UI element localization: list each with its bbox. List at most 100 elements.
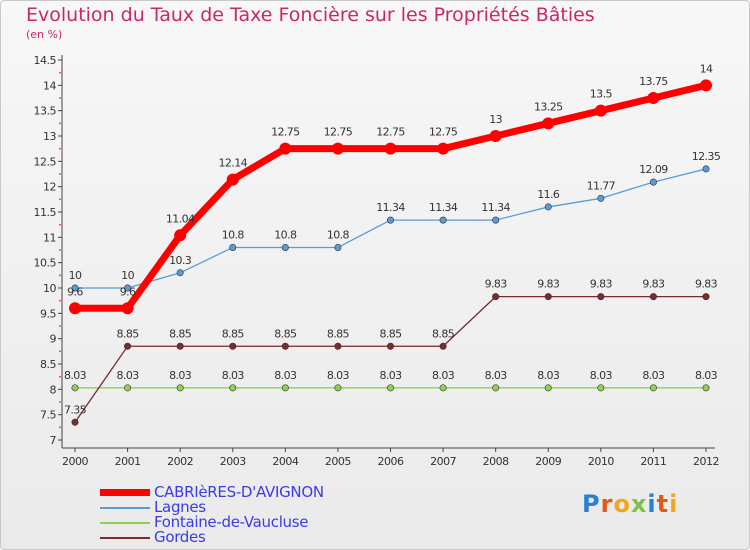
data-label: 13.25 [534, 100, 563, 113]
data-label: 10 [121, 269, 134, 282]
data-point [544, 203, 552, 211]
x-tick-label: 2004 [272, 455, 298, 468]
y-tick-label: 8.5 [40, 358, 56, 371]
legend-label-cabrieres: CABRIèRES-D'AVIGNON [154, 483, 324, 501]
y-tick-label: 9.5 [40, 307, 56, 320]
data-point [229, 342, 237, 350]
data-label: 10.8 [274, 228, 297, 241]
data-label: 8.85 [169, 327, 192, 340]
data-point [281, 384, 289, 392]
data-point [489, 130, 502, 142]
data-point [71, 418, 79, 426]
y-tick-label: 11 [43, 231, 56, 244]
y-minor-mark [59, 223, 61, 226]
x-tick-label: 2003 [220, 455, 246, 468]
y-tick-label: 13 [43, 130, 56, 143]
data-point [702, 384, 710, 392]
y-minor-mark [59, 350, 61, 353]
y-minor-mark [59, 325, 61, 327]
data-point [226, 173, 239, 186]
data-point [386, 216, 394, 224]
data-point [279, 142, 292, 155]
data-label: 8.03 [590, 369, 613, 382]
data-point [649, 178, 657, 186]
x-tick-label: 2002 [167, 455, 193, 468]
data-point [492, 293, 500, 301]
data-point [174, 229, 187, 242]
logo-letter: P [582, 490, 601, 518]
data-point [386, 342, 394, 350]
data-label: 12.35 [692, 150, 721, 163]
data-point [334, 384, 342, 392]
data-label: 11.04 [166, 212, 195, 225]
data-label: 12.75 [376, 126, 405, 139]
y-tick-label: 14.5 [34, 54, 57, 67]
logo-letter: r [600, 490, 614, 518]
data-label: 13 [489, 113, 502, 126]
logo-letter: i [647, 490, 657, 518]
y-tick-label: 7.5 [40, 409, 56, 422]
data-point [492, 384, 500, 392]
y-minor-mark [59, 97, 61, 99]
logo-letter: t [656, 490, 670, 518]
data-label: 8.85 [117, 327, 140, 340]
data-point [69, 302, 81, 315]
data-point [334, 342, 342, 350]
data-label: 11.34 [376, 201, 405, 214]
data-point [386, 384, 394, 392]
x-tick-label: 2011 [640, 455, 666, 468]
data-point [492, 216, 500, 224]
data-point [176, 269, 184, 277]
data-point [702, 293, 710, 301]
data-label: 8.03 [537, 369, 560, 382]
y-tick-label: 10 [43, 282, 56, 295]
data-point [176, 342, 184, 350]
y-minor-mark [59, 426, 61, 429]
data-label: 9.83 [695, 278, 718, 291]
legend-swatch-cabrieres [100, 489, 150, 496]
data-point [544, 384, 552, 392]
data-label: 9.83 [642, 278, 665, 291]
y-tick-label: 9 [50, 333, 57, 346]
legend-swatch-fontaine [100, 522, 150, 524]
data-point [331, 142, 344, 155]
data-label: 9.6 [120, 285, 136, 298]
data-label: 11.6 [537, 188, 560, 201]
x-tick-label: 2006 [378, 455, 404, 468]
data-label: 9.6 [67, 285, 83, 298]
data-point [649, 293, 657, 301]
y-minor-mark [59, 71, 61, 74]
data-label: 8.85 [222, 327, 245, 340]
data-point [702, 165, 710, 173]
data-point [124, 342, 132, 350]
y-tick-label: 12.5 [34, 155, 57, 168]
data-point [597, 293, 605, 301]
y-tick-label: 7 [50, 434, 57, 447]
data-label: 12.14 [219, 157, 248, 170]
data-point [542, 117, 555, 130]
data-point [439, 384, 447, 392]
data-label: 8.03 [222, 369, 245, 382]
data-point [124, 284, 132, 292]
data-label: 8.03 [64, 369, 87, 382]
data-point [647, 92, 660, 104]
x-tick-label: 2000 [62, 455, 88, 468]
data-label: 10.8 [222, 228, 245, 241]
data-label: 8.03 [117, 369, 140, 382]
data-label: 12.75 [324, 126, 353, 139]
data-label: 8.03 [695, 369, 718, 382]
legend-swatch-gordes [100, 537, 150, 539]
data-label: 10.8 [327, 228, 350, 241]
y-minor-mark [59, 274, 61, 277]
data-label: 12.09 [639, 163, 668, 176]
y-tick-label: 12 [43, 181, 56, 194]
x-tick-label: 2010 [588, 455, 614, 468]
proxiti-logo: Proxiti [582, 490, 678, 518]
series-line [74, 295, 706, 423]
data-point [281, 243, 289, 251]
unit-label: (en %) [26, 28, 63, 41]
legend-swatch-lagnes [100, 507, 150, 509]
data-point [597, 384, 605, 392]
data-label: 8.85 [432, 327, 455, 340]
